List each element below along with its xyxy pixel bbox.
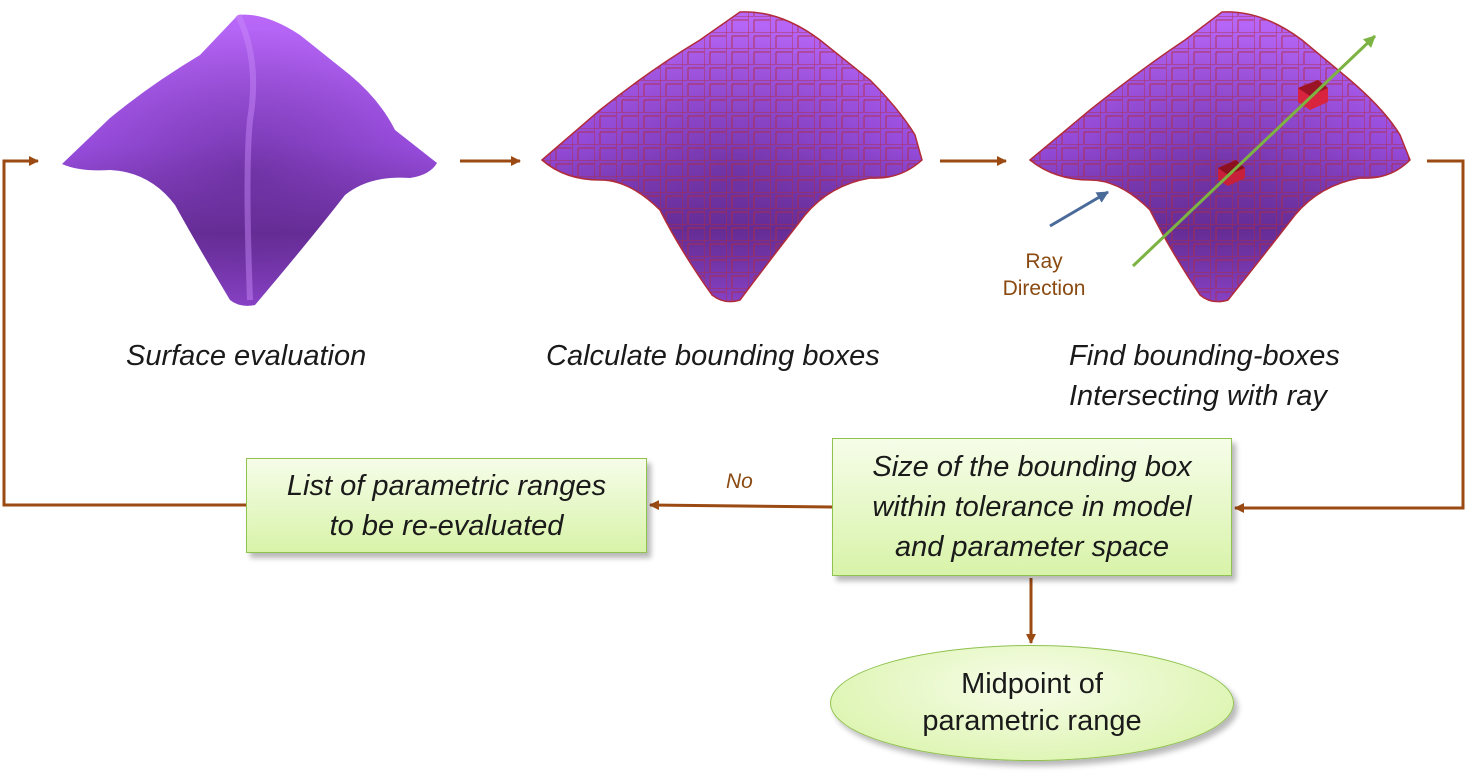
decision-box: Size of the bounding box within toleranc… [832,438,1232,576]
arrow-list-to-surface [2,156,246,507]
arrow-decision-to-list [649,500,833,511]
ray-label-line1: Ray [1025,250,1063,273]
list-line2: to be re-evaluated [329,509,564,542]
caption-find-bounding-boxes: Find bounding-boxes Intersecting with ra… [1069,336,1340,416]
arrow-find-to-decision [1234,159,1465,513]
decision-line2: within tolerance in model [872,491,1192,523]
result-line1: Midpoint of [961,668,1103,700]
caption-surface-evaluation: Surface evaluation [126,340,367,372]
decision-line1: Size of the bounding box [872,451,1192,483]
flow-connectors [2,156,1465,644]
ray-direction-arrow [1049,190,1109,228]
ray-direction-label: Ray Direction [994,248,1094,302]
surface-plot-evaluation [62,13,437,306]
ray-label-line2: Direction [1002,277,1086,300]
caption-calculate-bounding-boxes: Calculate bounding boxes [546,340,880,372]
surface-plot-ray-intersection [1028,11,1411,303]
no-label: No [726,470,753,493]
reevaluation-list-box: List of parametric ranges to be re-evalu… [246,458,647,553]
list-line1: List of parametric ranges [286,469,607,502]
result-line2: parametric range [922,705,1142,737]
caption-find-line1: Find bounding-boxes [1069,340,1340,372]
result-oval: Midpoint of parametric range [830,645,1234,761]
decision-line3: and parameter space [894,531,1170,563]
ray-line [1131,34,1377,268]
surface-plot-bounding-boxes [540,11,923,303]
caption-find-line2: Intersecting with ray [1069,380,1327,412]
